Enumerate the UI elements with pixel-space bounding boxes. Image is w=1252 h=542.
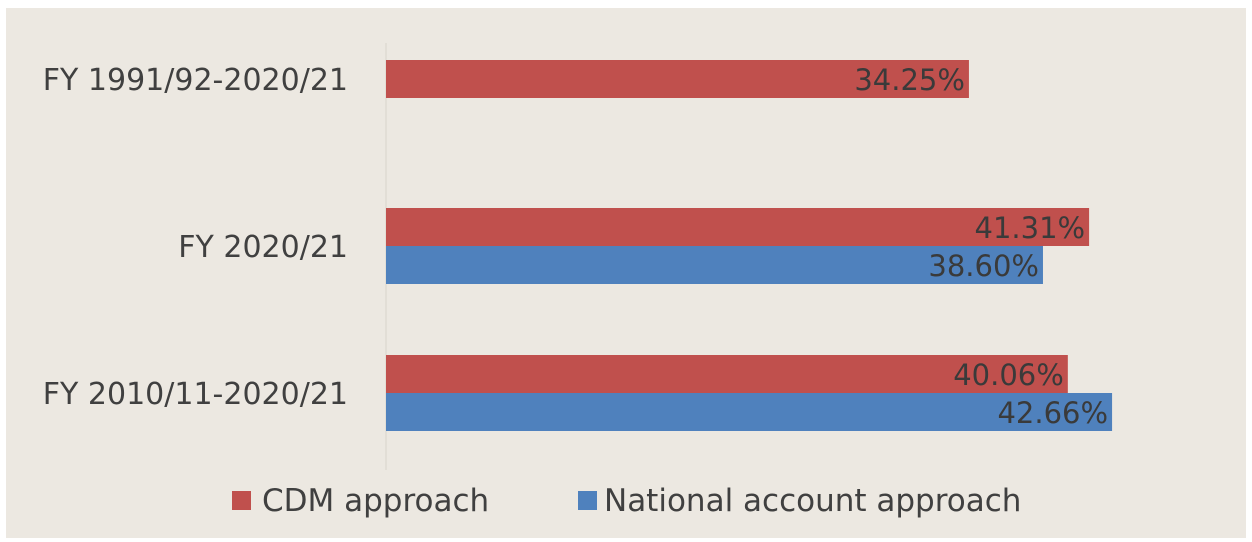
data-label: 34.25%: [854, 63, 965, 97]
bar-cdm: [386, 208, 1090, 246]
category-label: FY 2010/11-2020/21: [43, 377, 348, 412]
legend-label-cdm: CDM approach: [262, 483, 489, 519]
bar-cdm: [386, 355, 1068, 393]
bar-cdm: [386, 60, 969, 98]
data-label: 38.60%: [928, 249, 1039, 283]
data-label: 40.06%: [953, 358, 1064, 392]
bar-national-account: [386, 246, 1043, 284]
category-label: FY 2020/21: [178, 230, 348, 265]
bar-national-account: [386, 393, 1113, 431]
chart-svg: FY 1991/92-2020/21 34.25% FY 2020/21 41.31%…: [43, 43, 1113, 519]
data-label: 42.66%: [997, 396, 1108, 430]
legend-label-national-account: National account approach: [604, 483, 1021, 519]
data-label: 41.31%: [975, 211, 1086, 245]
legend-swatch-cdm: [232, 491, 251, 510]
category-label: FY 1991/92-2020/21: [43, 63, 348, 98]
chart: FY 1991/92-2020/21 34.25% FY 2020/21 41.31%…: [6, 8, 1246, 538]
legend-swatch-national-account: [578, 491, 597, 510]
